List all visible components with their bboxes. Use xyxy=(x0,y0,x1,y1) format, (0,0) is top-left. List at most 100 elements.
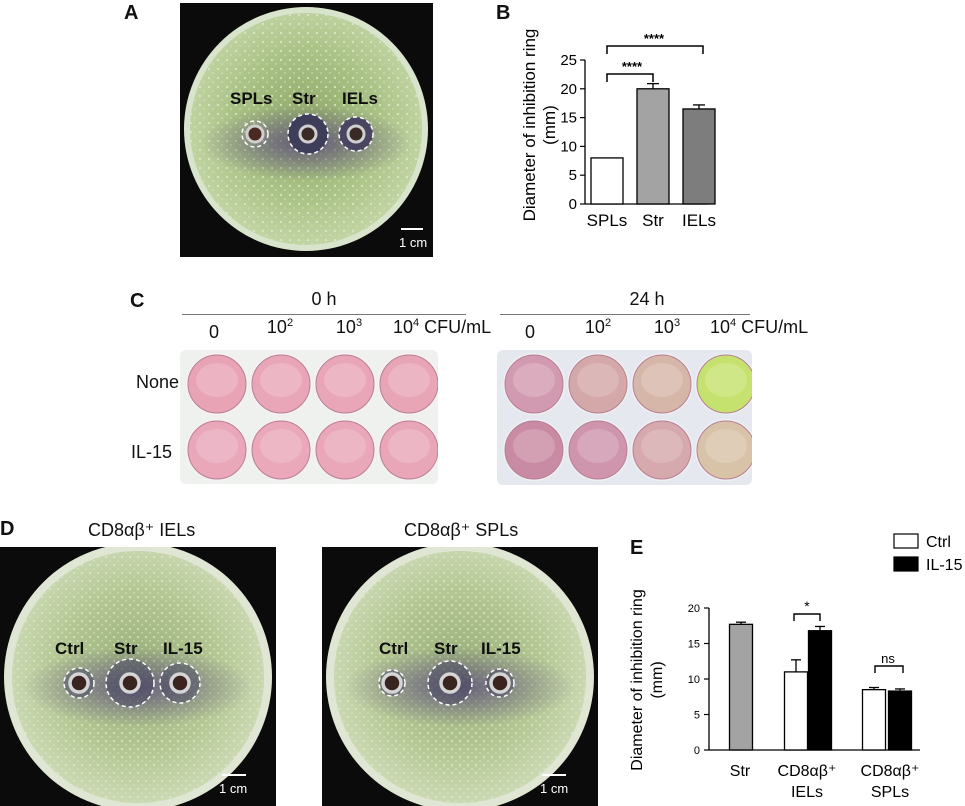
petri-dish-photo-spls: Ctrl Str IL-15 1 cm xyxy=(322,547,598,806)
well-label-ctrl-iels: Ctrl xyxy=(55,639,85,658)
y-tick-label: 25 xyxy=(560,52,577,69)
y-tick-label: 20 xyxy=(560,81,577,98)
panel-letter-a: A xyxy=(124,2,139,24)
well xyxy=(251,354,311,414)
dose-0h-1: 102 xyxy=(266,317,294,337)
time-label-24h: 24 h xyxy=(629,289,665,309)
chart-e-ylabel-2: (mm) xyxy=(649,661,666,698)
well xyxy=(696,354,752,414)
well-hole xyxy=(381,672,403,694)
bar xyxy=(783,671,809,751)
y-tick-label: 20 xyxy=(688,603,700,615)
chart-e-ylabel-1: Diameter of inhibition ring xyxy=(629,589,646,770)
chart-b-ylabel-1: Diameter of inhibition ring xyxy=(520,29,539,222)
dose-24h-1: 102 xyxy=(584,317,612,337)
well-label-str-spls: Str xyxy=(434,639,458,658)
x-tick-label: SPLs xyxy=(587,211,628,230)
x-tick-label: Str xyxy=(642,211,664,230)
petri-dish-photo-iels: Ctrl Str IL-15 1 cm xyxy=(0,547,276,806)
sig-b-2: **** xyxy=(644,31,665,46)
panel-letter-d: D xyxy=(0,518,15,540)
well-highlight xyxy=(513,429,555,463)
dose-24h-3: 104 CFU/mL xyxy=(710,317,809,337)
well xyxy=(568,354,628,414)
sig-bracket xyxy=(606,73,654,82)
well xyxy=(251,420,311,480)
well-highlight xyxy=(260,429,302,463)
scale-bar-iels xyxy=(222,774,246,776)
time-label-0h: 0 h xyxy=(311,289,337,309)
well-plate-0h xyxy=(180,350,438,484)
well-highlight xyxy=(577,429,619,463)
well-hole xyxy=(119,672,141,694)
well-label-spls: SPLs xyxy=(230,89,273,108)
bar xyxy=(590,157,624,205)
well-highlight xyxy=(513,363,555,397)
well xyxy=(315,354,375,414)
legend-swatch-ctrl xyxy=(893,533,919,549)
well xyxy=(632,354,692,414)
well xyxy=(379,420,438,480)
ring-spls xyxy=(241,120,269,148)
photo-title-iels: CD8αβ⁺ IELs xyxy=(88,520,196,540)
bar xyxy=(807,630,833,751)
well xyxy=(379,354,438,414)
y-tick-label: 15 xyxy=(688,639,700,651)
y-tick-label: 10 xyxy=(560,138,577,155)
well xyxy=(187,420,247,480)
y-tick-label: 0 xyxy=(694,745,700,757)
sig-b-1: **** xyxy=(622,59,643,74)
scale-bar xyxy=(401,228,423,230)
well xyxy=(632,420,692,480)
group-label-spls-1: CD8αβ⁺ xyxy=(861,763,920,780)
well-highlight xyxy=(324,363,366,397)
divider-24h xyxy=(500,314,750,315)
well xyxy=(504,354,564,414)
row-label-none: None xyxy=(136,372,180,392)
group-label-iels-2: IELs xyxy=(791,784,823,801)
scale-label: 1 cm xyxy=(399,235,428,250)
scale-label-spls: 1 cm xyxy=(540,781,569,796)
group-label-iels-1: CD8αβ⁺ xyxy=(778,763,837,780)
dose-0h-3: 104 CFU/mL xyxy=(393,317,492,337)
sig-bracket xyxy=(606,45,704,54)
well-hole xyxy=(169,672,191,694)
bar xyxy=(682,108,716,205)
well xyxy=(504,420,564,480)
chart-b-ylabel-2: (mm) xyxy=(540,105,559,145)
well-label-il15-spls: IL-15 xyxy=(481,639,521,658)
y-tick-label: 5 xyxy=(694,710,700,722)
bar xyxy=(728,623,754,751)
well xyxy=(187,354,247,414)
sig-e-1: * xyxy=(804,598,810,614)
well-highlight xyxy=(577,363,619,397)
y-tick-label: 10 xyxy=(688,674,700,686)
x-tick-label: IELs xyxy=(682,211,716,230)
sig-e-2: ns xyxy=(881,651,895,666)
well-highlight xyxy=(260,363,302,397)
well-highlight xyxy=(705,429,747,463)
dose-24h-2: 103 xyxy=(653,317,681,337)
well-label-il15-iels: IL-15 xyxy=(163,639,203,658)
well-label-ctrl-spls: Ctrl xyxy=(379,639,409,658)
chart-b: 0 5 10 15 20 25 SPLs Str IELs Diameter of inhibi… xyxy=(520,29,716,230)
divider-0h xyxy=(182,314,466,315)
group-label-str: Str xyxy=(730,763,751,780)
panel-letter-c: C xyxy=(130,290,145,312)
well xyxy=(315,420,375,480)
panel-letter-e: E xyxy=(630,537,644,559)
scale-bar-spls xyxy=(542,774,566,776)
well-highlight xyxy=(324,429,366,463)
petri-dish-photo-a: SPLs Str IELs 1 cm xyxy=(180,3,433,257)
group-label-spls-2: SPLs xyxy=(871,784,909,801)
chart-e: 0 5 10 15 20 Ctrl IL-15 Diameter of inhibiti… xyxy=(629,533,963,801)
well-highlight xyxy=(641,363,683,397)
well-plate-24h xyxy=(497,350,752,485)
well-highlight xyxy=(388,363,430,397)
well-hole xyxy=(489,672,511,694)
well-highlight xyxy=(196,429,238,463)
row-label-il15: IL-15 xyxy=(131,442,173,462)
well-label-str: Str xyxy=(292,89,316,108)
well-highlight xyxy=(705,363,747,397)
dose-0h-2: 103 xyxy=(335,317,363,337)
